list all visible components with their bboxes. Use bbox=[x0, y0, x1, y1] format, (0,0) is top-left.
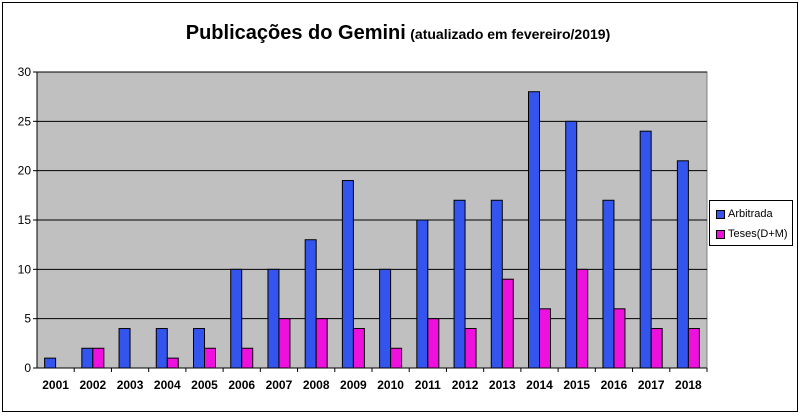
y-tick-label: 25 bbox=[18, 114, 32, 128]
bar-arbitrada bbox=[490, 199, 503, 369]
x-tick-label: 2014 bbox=[526, 378, 553, 392]
x-tick-label: 2015 bbox=[563, 378, 590, 392]
bar-arbitrada bbox=[304, 239, 317, 369]
bar-arbitrada bbox=[639, 130, 652, 369]
bar-arbitrada bbox=[676, 160, 689, 369]
bar-teses bbox=[650, 328, 663, 369]
x-tick-label: 2002 bbox=[79, 378, 106, 392]
bar-teses bbox=[166, 357, 179, 369]
bar-teses bbox=[576, 268, 589, 369]
bar-teses bbox=[613, 308, 626, 369]
bar-arbitrada bbox=[416, 219, 429, 369]
legend-swatch-teses bbox=[716, 229, 725, 239]
bar-arbitrada bbox=[193, 328, 205, 369]
bar-teses bbox=[92, 347, 105, 369]
bar-arbitrada bbox=[528, 91, 540, 369]
x-tick-label: 2017 bbox=[638, 378, 665, 392]
y-tick-label: 15 bbox=[18, 213, 32, 227]
bar-arbitrada bbox=[379, 268, 392, 369]
x-tick-label: 2009 bbox=[340, 378, 367, 392]
bar-arbitrada bbox=[81, 347, 94, 369]
bar-teses bbox=[501, 278, 514, 369]
y-tick-label: 20 bbox=[18, 164, 32, 178]
bar-arbitrada bbox=[118, 328, 131, 369]
bar-teses bbox=[352, 328, 365, 369]
bar-arbitrada bbox=[230, 268, 243, 369]
bar-teses bbox=[241, 347, 254, 369]
x-tick-label: 2006 bbox=[228, 378, 255, 392]
x-tick-label: 2018 bbox=[675, 378, 702, 392]
bar-arbitrada bbox=[341, 180, 354, 369]
bar-teses bbox=[427, 318, 440, 369]
bar-arbitrada bbox=[565, 120, 578, 369]
bar-teses bbox=[390, 347, 403, 369]
y-tick-label: 10 bbox=[18, 262, 32, 276]
x-tick-label: 2012 bbox=[452, 378, 479, 392]
bar-arbitrada bbox=[44, 357, 57, 369]
legend-swatch-arbitrada bbox=[716, 209, 725, 219]
x-tick-label: 2004 bbox=[154, 378, 181, 392]
legend-item-arbitrada: Arbitrada bbox=[716, 208, 773, 220]
x-tick-label: 2007 bbox=[266, 378, 293, 392]
x-tick-label: 2010 bbox=[377, 378, 404, 392]
bar-arbitrada bbox=[155, 328, 168, 369]
x-tick-label: 2008 bbox=[303, 378, 330, 392]
bar-arbitrada bbox=[602, 199, 615, 369]
legend-item-teses: Teses(D+M) bbox=[716, 228, 788, 240]
y-tick-label: 5 bbox=[24, 312, 31, 326]
chart-title: Publicações do Gemini (atualizado em fev… bbox=[0, 22, 796, 45]
chart-title-main: Publicações do Gemini bbox=[185, 22, 406, 44]
chart-legend: Arbitrada Teses(D+M) bbox=[709, 200, 793, 246]
x-tick-label: 2001 bbox=[42, 378, 69, 392]
bar-teses bbox=[315, 318, 328, 369]
x-tick-label: 2016 bbox=[601, 378, 628, 392]
x-tick-label: 2013 bbox=[489, 378, 516, 392]
bar-arbitrada bbox=[453, 199, 466, 369]
bar-arbitrada bbox=[267, 268, 280, 369]
bar-teses bbox=[278, 318, 291, 369]
y-tick-label: 30 bbox=[18, 65, 32, 79]
legend-label-arbitrada: Arbitrada bbox=[728, 208, 773, 220]
x-tick-label: 2005 bbox=[191, 378, 218, 392]
x-tick-label: 2003 bbox=[117, 378, 144, 392]
bar-teses bbox=[539, 308, 551, 369]
bar-teses bbox=[464, 328, 477, 369]
bar-teses bbox=[687, 328, 700, 369]
legend-label-teses: Teses(D+M) bbox=[728, 228, 788, 240]
x-tick-label: 2011 bbox=[415, 378, 441, 392]
y-tick-label: 0 bbox=[24, 361, 31, 375]
chart-subtitle: (atualizado em fevereiro/2019) bbox=[410, 26, 611, 42]
bar-teses bbox=[204, 347, 216, 369]
